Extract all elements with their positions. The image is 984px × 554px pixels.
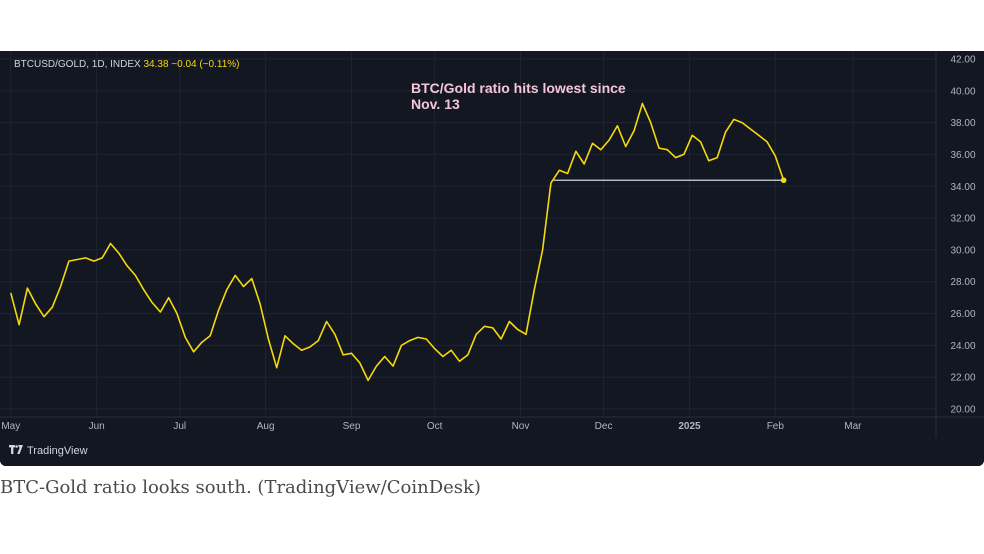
x-tick-label: Aug [257,421,275,432]
figure-caption: BTC-Gold ratio looks south. (TradingView… [0,477,481,498]
price-change: −0.04 (−0.11%) [171,59,240,70]
chart-panel: 20.00 22.00 24.00 26.00 28.00 30.00 32.00 34.00… [0,51,984,466]
x-tick-label: 2025 [678,421,701,432]
x-tick-label: Sep [343,421,361,432]
y-tick-label: 36.00 [950,150,975,161]
y-tick-label: 38.00 [950,118,975,129]
tradingview-brand: TradingView [27,445,88,457]
y-tick-label: 40.00 [950,86,975,97]
y-tick-label: 20.00 [950,405,975,416]
y-tick-label: 24.00 [950,341,975,352]
axes [0,51,984,438]
symbol-legend: BTCUSD/GOLD, 1D, INDEX 34.38 −0.04 (−0.1… [14,59,240,70]
tradingview-icon [9,445,23,457]
y-tick-label: 26.00 [950,309,975,320]
x-axis-labels: May Jun Jul Aug Sep Oct Nov Dec 2025 Feb Mar [1,421,862,432]
y-axis-labels: 20.00 22.00 24.00 26.00 28.00 30.00 32.00 34.00… [950,54,975,415]
x-tick-label: Feb [767,421,785,432]
grid-lines [0,51,936,417]
y-tick-label: 30.00 [950,245,975,256]
chart-footer: TradingView [0,438,984,466]
y-tick-label: 32.00 [950,214,975,225]
x-tick-label: Jun [89,421,105,432]
x-tick-label: May [1,421,20,432]
x-tick-label: Oct [427,421,443,432]
y-tick-label: 42.00 [950,54,975,65]
y-tick-label: 22.00 [950,373,975,384]
y-tick-label: 28.00 [950,277,975,288]
last-price: 34.38 [143,59,169,70]
chart-annotation: BTC/Gold ratio hits lowest since Nov. 13 [411,80,626,112]
y-tick-label: 34.00 [950,182,975,193]
symbol-name: BTCUSD/GOLD, 1D, INDEX [14,59,141,70]
x-tick-label: Nov [512,421,530,432]
series-line [10,102,785,382]
x-tick-label: Jul [173,421,186,432]
last-value-dot [780,177,787,184]
tradingview-logo[interactable]: TradingView [9,445,88,457]
x-tick-label: Mar [844,421,862,432]
btc-gold-ratio-line [10,102,785,382]
chart-canvas: 20.00 22.00 24.00 26.00 28.00 30.00 32.00 34.00… [0,51,984,438]
last-value-marker [780,177,787,184]
x-tick-label: Dec [595,421,613,432]
